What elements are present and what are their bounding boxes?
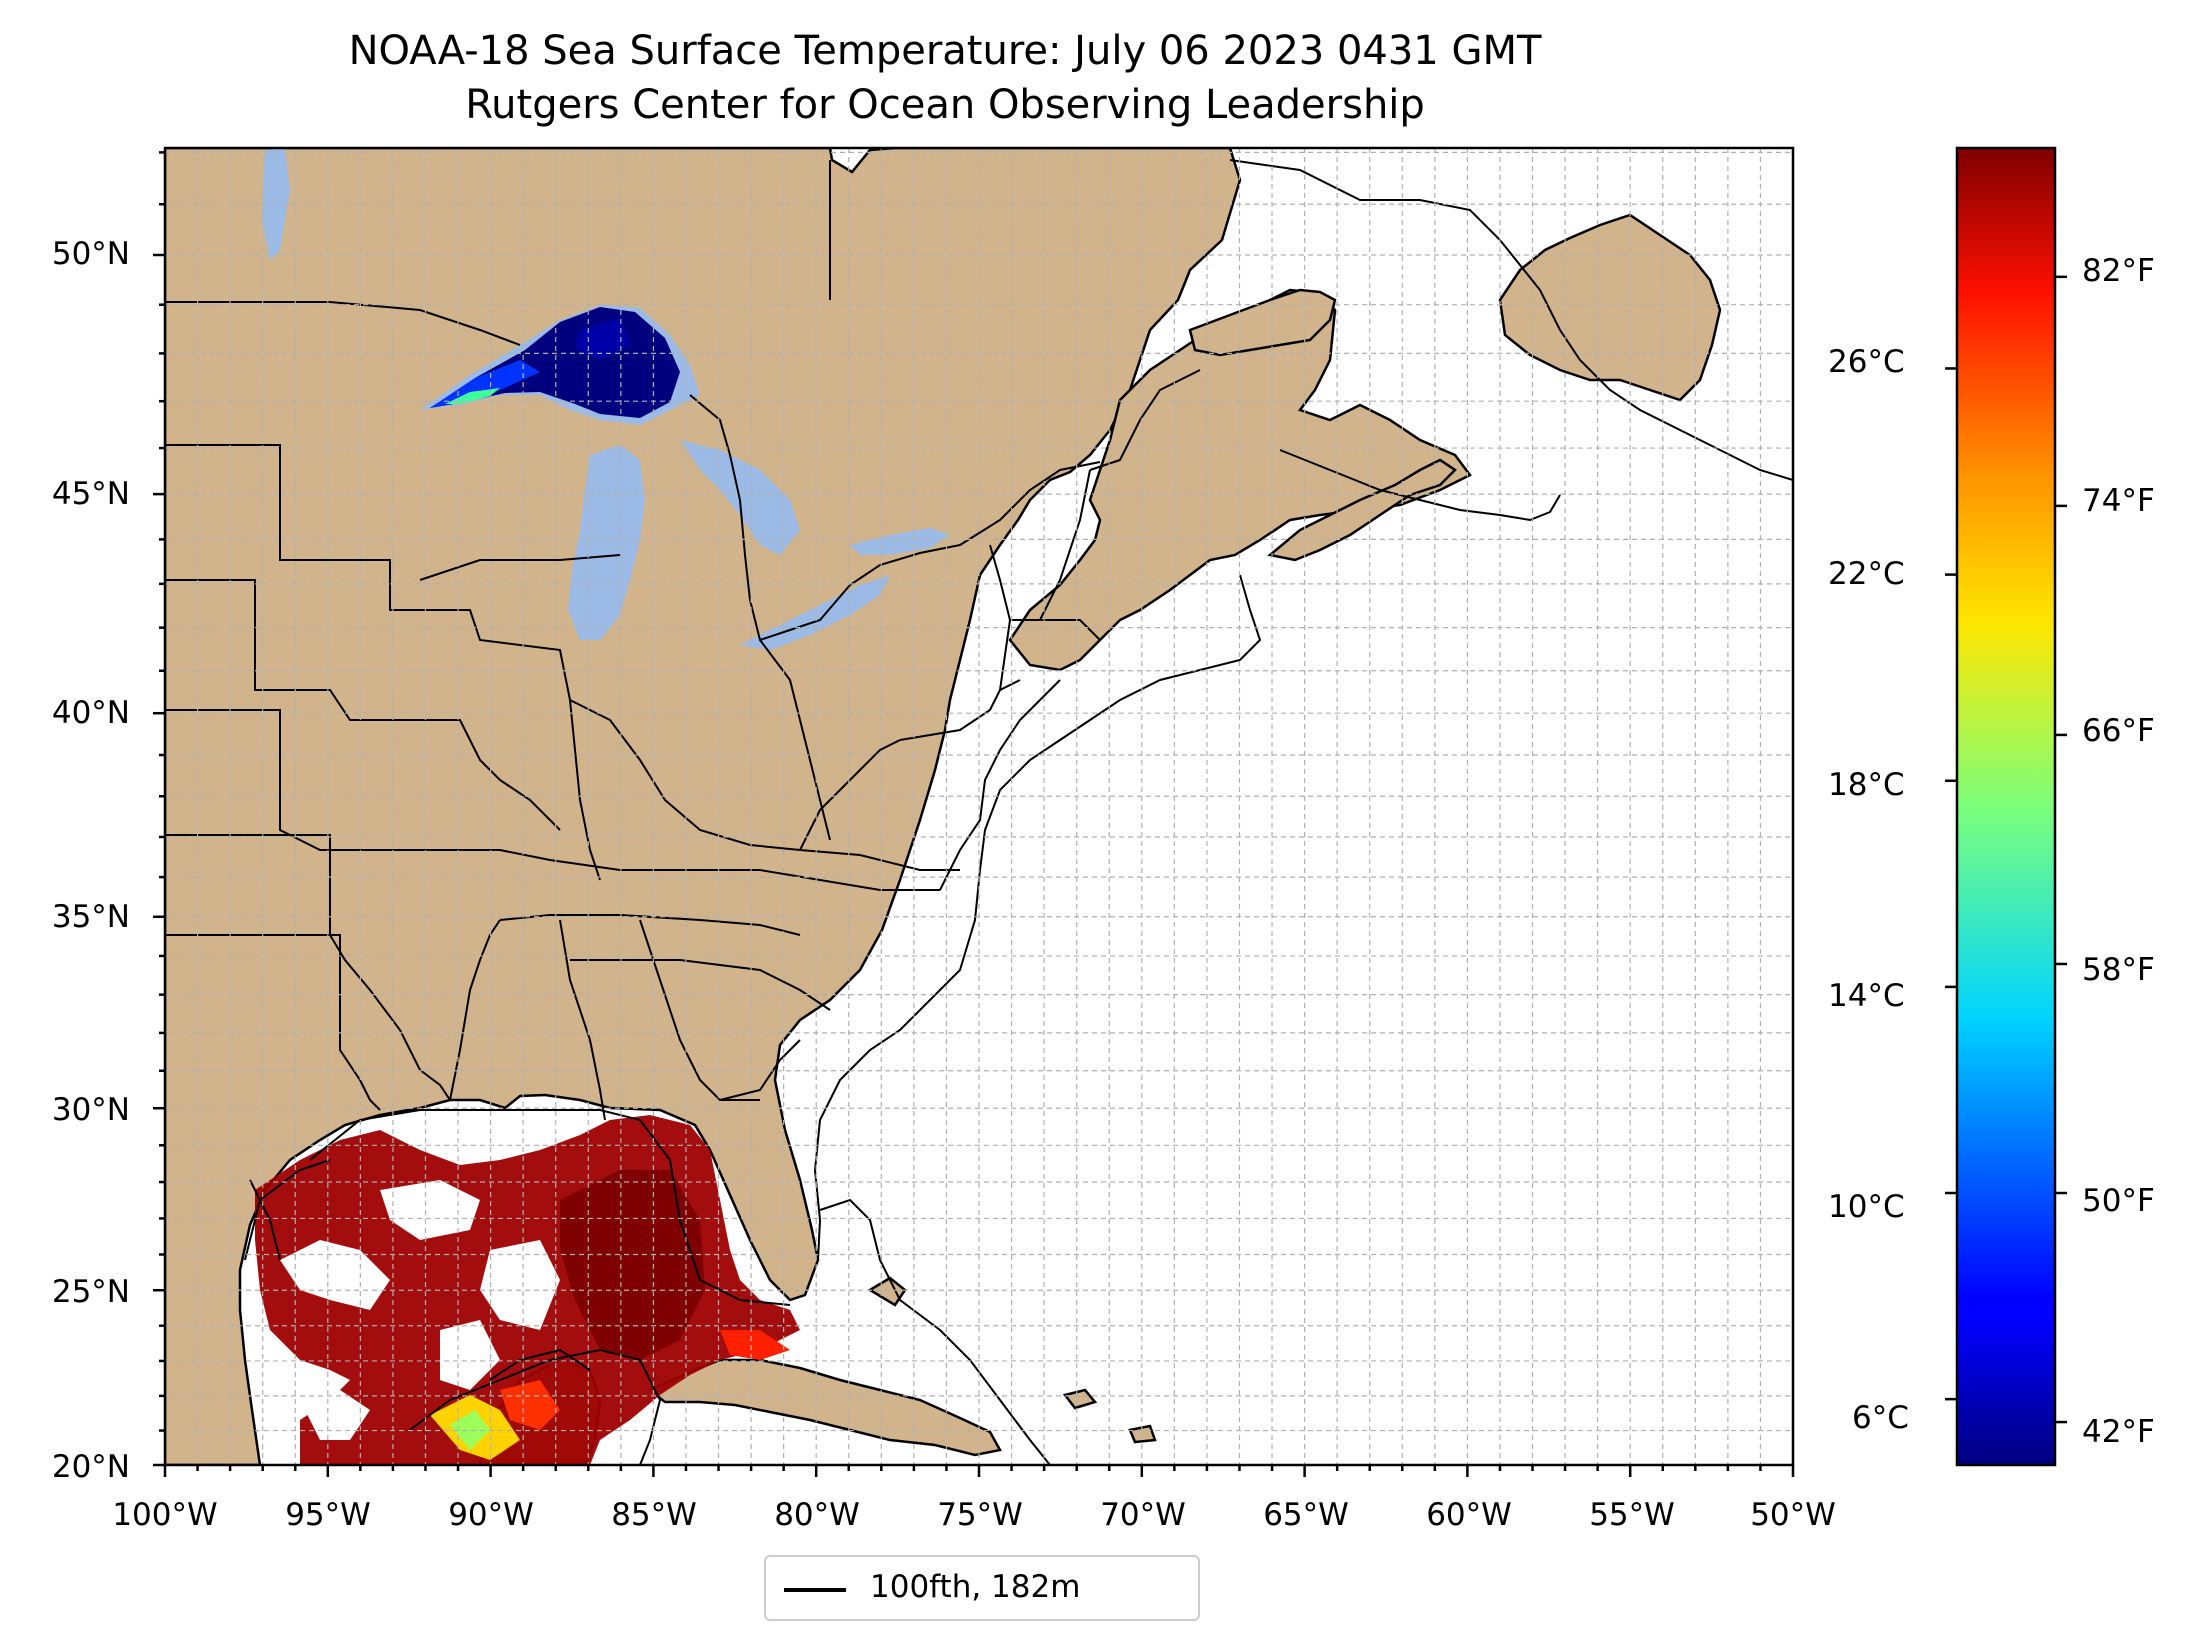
chart-title: NOAA-18 Sea Surface Temperature: July 06… — [348, 28, 1542, 74]
lat-label-30N: 30°N — [51, 1092, 130, 1128]
lat-label-50N: 50°N — [51, 236, 130, 272]
cb-label-42F: 42°F — [2082, 1414, 2155, 1450]
cuba — [647, 1358, 1002, 1457]
cb-label-14C: 14°C — [1828, 978, 1905, 1014]
lon-label-50W: 50°W — [1750, 1497, 1836, 1533]
cb-label-18C: 18°C — [1828, 767, 1905, 803]
cb-label-10C: 10°C — [1828, 1189, 1905, 1225]
nova-scotia — [1267, 458, 1457, 562]
legend: 100fth, 182m — [764, 1555, 1200, 1621]
lon-label-85W: 85°W — [611, 1497, 697, 1533]
north-america-land — [165, 148, 1242, 1465]
gaspe-peninsula — [1188, 288, 1337, 357]
lon-label-95W: 95°W — [285, 1497, 371, 1533]
lat-label-45N: 45°N — [51, 476, 130, 512]
cb-label-50F: 50°F — [2082, 1183, 2155, 1219]
graticule — [165, 148, 1793, 1465]
lat-label-35N: 35°N — [51, 899, 130, 935]
axis-ticks — [153, 151, 1795, 1477]
lake-ontario — [850, 528, 950, 555]
chart-subtitle: Rutgers Center for Ocean Observing Leade… — [465, 82, 1425, 128]
contour-100fth — [244, 159, 1793, 1465]
lon-label-70W: 70°W — [1100, 1497, 1186, 1533]
lon-label-55W: 55°W — [1589, 1497, 1675, 1533]
cb-label-6C: 6°C — [1852, 1400, 1909, 1436]
legend-line-swatch — [784, 1588, 846, 1592]
colorbar — [1955, 146, 2057, 1467]
lon-label-100W: 100°W — [112, 1497, 218, 1533]
colorbar-ticks — [1945, 275, 2067, 1424]
cb-label-66F: 66°F — [2082, 713, 2155, 749]
lat-label-25N: 25°N — [51, 1274, 130, 1310]
legend-label: 100fth, 182m — [870, 1569, 1081, 1605]
lon-label-60W: 60°W — [1426, 1497, 1512, 1533]
cb-label-74F: 74°F — [2082, 483, 2155, 519]
cb-label-58F: 58°F — [2082, 952, 2155, 988]
lon-label-80W: 80°W — [774, 1497, 860, 1533]
lat-label-40N: 40°N — [51, 695, 130, 731]
cb-label-26C: 26°C — [1828, 344, 1905, 380]
lat-label-20N: 20°N — [51, 1449, 130, 1485]
lon-label-65W: 65°W — [1263, 1497, 1349, 1533]
cb-label-22C: 22°C — [1828, 556, 1905, 592]
lake-erie — [740, 575, 890, 650]
lon-label-75W: 75°W — [937, 1497, 1023, 1533]
cb-label-82F: 82°F — [2082, 253, 2155, 289]
lon-label-90W: 90°W — [448, 1497, 534, 1533]
